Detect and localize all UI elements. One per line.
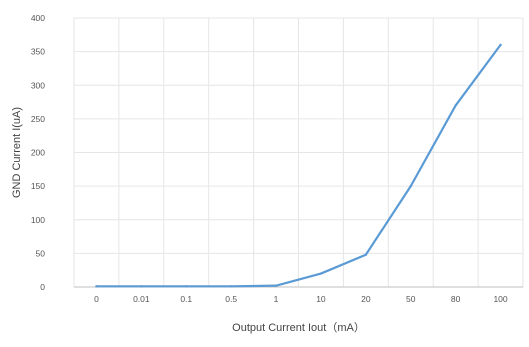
x-tick-label: 10 (316, 294, 326, 304)
y-tick-label: 300 (31, 80, 45, 90)
data-point (319, 272, 323, 275)
vertical-gridlines (73, 18, 524, 287)
x-tick-label: 0.5 (225, 294, 237, 304)
y-tick-label: 0 (40, 282, 45, 292)
y-tick-label: 150 (31, 181, 45, 191)
data-point (364, 253, 368, 256)
x-tick-label: 20 (361, 294, 371, 304)
data-point (409, 184, 412, 188)
data-point (274, 284, 278, 287)
y-tick-label: 200 (31, 148, 45, 158)
x-tick-label: 0.01 (133, 294, 150, 304)
x-tick-labels: 0 0.01 0.1 0.5 1 10 20 50 80 100 (94, 294, 508, 304)
y-tick-labels: 0 50 100 150 200 250 300 350 400 (31, 13, 45, 292)
data-point (229, 285, 233, 288)
x-tick-label: 0 (94, 294, 99, 304)
x-tick-label: 50 (406, 294, 416, 304)
x-tick-label: 80 (451, 294, 461, 304)
y-tick-label: 350 (31, 47, 45, 57)
y-tick-label: 100 (31, 215, 45, 225)
y-tick-label: 400 (31, 13, 45, 23)
y-tick-label: 250 (31, 114, 45, 124)
data-point (140, 285, 143, 288)
data-point (454, 104, 457, 107)
x-tick-label: 100 (493, 294, 507, 304)
x-tick-label: 1 (274, 294, 279, 304)
y-tick-label: 50 (36, 248, 46, 258)
data-point (95, 285, 98, 288)
x-axis-title: Output Current Iout（mA） (232, 321, 365, 334)
series-layer (95, 43, 502, 288)
series-line (95, 43, 502, 288)
data-point (499, 43, 502, 47)
data-point (185, 285, 188, 288)
y-axis-title: GND Current I(uA) (11, 107, 23, 198)
x-tick-label: 0.1 (180, 294, 192, 304)
